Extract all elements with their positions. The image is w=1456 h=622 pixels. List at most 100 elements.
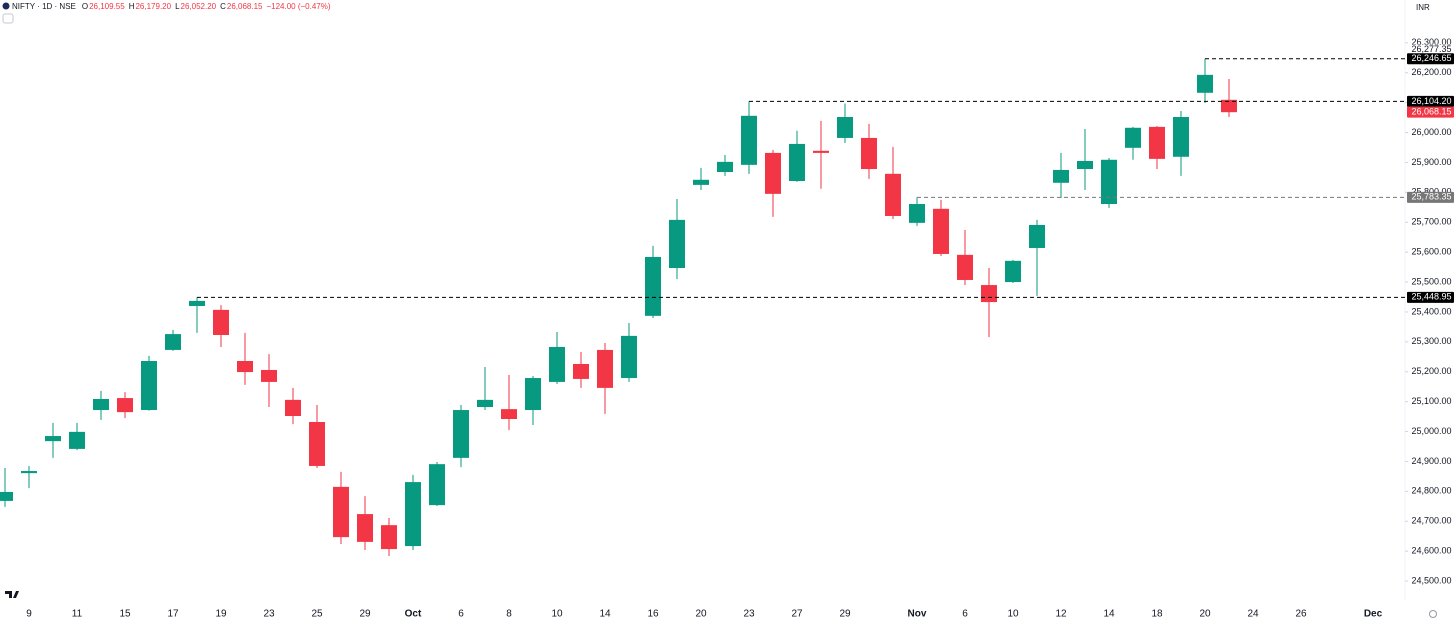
- ohlc-key: L: [175, 2, 180, 11]
- x-tick-label: 15: [119, 609, 131, 620]
- candle-body: [645, 256, 661, 316]
- change: −124.00 (−0.47%): [266, 2, 330, 11]
- x-tick-label: 20: [695, 609, 707, 620]
- x-tick-label: 10: [1007, 609, 1019, 620]
- candle-body: [837, 117, 853, 138]
- candle-body: [693, 179, 709, 185]
- x-tick-label: 6: [962, 609, 968, 620]
- candle-body: [141, 360, 157, 411]
- y-tick-label: 25,500.00: [1411, 276, 1451, 286]
- candle-body: [1005, 260, 1021, 283]
- x-tick-label: 20: [1199, 609, 1211, 620]
- x-tick-label: 26: [1295, 609, 1307, 620]
- candle-body: [1101, 159, 1117, 205]
- logo[interactable]: [5, 591, 19, 598]
- candle-body: [573, 363, 589, 379]
- y-tick-label: 25,900.00: [1411, 157, 1451, 167]
- price-tag-label: 26,104.20: [1411, 96, 1451, 106]
- candle-body: [333, 486, 349, 538]
- y-tick-label: 25,100.00: [1411, 396, 1451, 406]
- x-tick-label: 14: [1103, 609, 1115, 620]
- price-tag: [1407, 106, 1454, 118]
- x-tick-label: 6: [458, 609, 464, 620]
- x-tick-label: 10: [551, 609, 563, 620]
- x-tick-label: 17: [167, 609, 179, 620]
- y-tick-label: 24,500.00: [1411, 575, 1451, 585]
- y-tick-label: 24,600.00: [1411, 546, 1451, 556]
- x-tick-label: 8: [506, 609, 512, 620]
- symbol[interactable]: NIFTY · 1D · NSE: [12, 2, 76, 11]
- candle-body: [1053, 169, 1069, 183]
- price-tag: [1407, 191, 1454, 203]
- y-tick-label: 26,000.00: [1411, 127, 1451, 137]
- price-tag: [1407, 291, 1454, 303]
- x-tick-label: 14: [599, 609, 611, 620]
- candle-body: [357, 514, 373, 542]
- y-tick-label: 25,400.00: [1411, 306, 1451, 316]
- x-tick-label: 23: [263, 609, 275, 620]
- x-tick-label: 18: [1151, 609, 1163, 620]
- settings-icon[interactable]: [1429, 610, 1437, 618]
- candle-body: [1197, 74, 1213, 93]
- price-tag-label: 26,246.65: [1411, 53, 1451, 63]
- x-tick-label: 24: [1247, 609, 1259, 620]
- y-tick-label: 26,300.00: [1411, 37, 1451, 47]
- candle-body: [549, 346, 565, 382]
- candle-body: [285, 399, 301, 417]
- price-tag: [1407, 95, 1454, 107]
- candle-body: [597, 349, 613, 388]
- x-tick-label: 16: [647, 609, 659, 620]
- candle-body: [405, 482, 421, 547]
- y-tick-label: 24,900.00: [1411, 456, 1451, 466]
- candle-body: [429, 464, 445, 506]
- candle-body: [117, 398, 133, 413]
- x-tick-label: Dec: [1364, 609, 1383, 620]
- candle-body: [717, 161, 733, 173]
- candle-body: [309, 421, 325, 466]
- ohlc-key: O: [82, 2, 88, 11]
- candle-body: [453, 410, 469, 458]
- y-tick-label: 25,800.00: [1411, 187, 1451, 197]
- y-tick-label: 25,300.00: [1411, 336, 1451, 346]
- y-tick-label: 25,200.00: [1411, 366, 1451, 376]
- x-tick-label: 29: [839, 609, 851, 620]
- x-tick-label: Oct: [405, 609, 422, 620]
- candle-body: [1173, 117, 1189, 157]
- axis-marker-bg: [1407, 44, 1454, 55]
- x-tick-label: 23: [743, 609, 755, 620]
- candle-body: [885, 173, 901, 216]
- candle-body: [741, 115, 757, 165]
- ohlc-value: 26,052.20: [181, 2, 217, 11]
- candle-body: [621, 335, 637, 379]
- candle-body: [1149, 126, 1165, 159]
- candle-body: [0, 491, 13, 501]
- y-tick-label: 25,600.00: [1411, 247, 1451, 257]
- price-tag-label: 25,783.35: [1411, 192, 1451, 202]
- axis-marker-label: 26,277.35: [1411, 44, 1451, 54]
- candle-body: [189, 300, 205, 306]
- header: NIFTY · 1D · NSE: [2, 2, 76, 24]
- y-tick-label: 24,700.00: [1411, 516, 1451, 526]
- y-tick-label: 25,000.00: [1411, 426, 1451, 436]
- ohlc-value: 26,068.15: [227, 2, 263, 11]
- candle-body: [813, 150, 829, 153]
- collapse-button[interactable]: [2, 13, 14, 24]
- candle-body: [789, 143, 805, 181]
- candle-body: [261, 369, 277, 382]
- candle-body: [21, 471, 37, 474]
- candle-body: [381, 525, 397, 550]
- x-tick-label: 9: [26, 609, 32, 620]
- candle-body: [525, 378, 541, 411]
- candle-body: [765, 152, 781, 194]
- candle-body: [501, 409, 517, 420]
- currency[interactable]: INR: [1416, 3, 1430, 12]
- x-tick-label: 27: [791, 609, 803, 620]
- y-tick-label: 25,700.00: [1411, 217, 1451, 227]
- candle-body: [1125, 127, 1141, 148]
- candle-body: [669, 219, 685, 269]
- price-tag-label: 25,448.95: [1411, 292, 1451, 302]
- candle-body: [1221, 99, 1237, 113]
- y-tick-label: 26,200.00: [1411, 67, 1451, 77]
- price-tag: [1407, 53, 1454, 65]
